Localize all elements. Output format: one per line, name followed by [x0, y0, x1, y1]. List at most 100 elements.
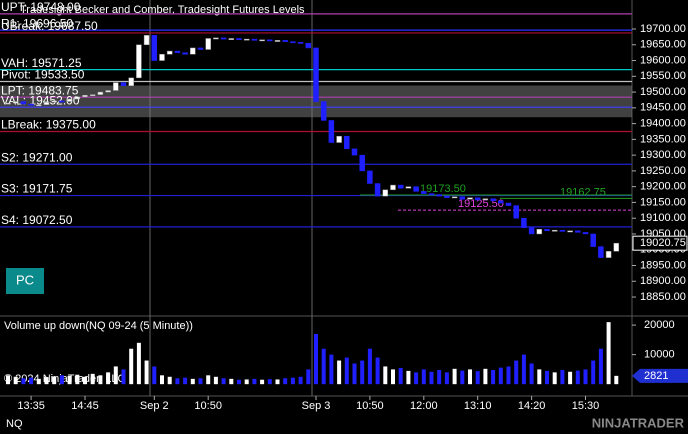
- volume-bar: [552, 372, 557, 385]
- candle: [82, 94, 88, 98]
- volume-bar: [44, 377, 49, 385]
- candle: [151, 35, 158, 61]
- chart-title: Tradesight Becker and Comber, Tradesight…: [20, 4, 305, 16]
- candle: [444, 195, 450, 198]
- candle: [590, 233, 596, 247]
- candle: [513, 205, 519, 219]
- volume-bar: [306, 369, 311, 385]
- y-tick-label: 18850.00: [640, 291, 686, 303]
- candle: [328, 120, 335, 143]
- candle: [459, 196, 466, 200]
- volume-bar: [444, 372, 449, 385]
- y-tick-label: 19200.00: [640, 181, 686, 193]
- candle: [20, 101, 27, 105]
- candle: [274, 40, 281, 42]
- candle: [505, 202, 512, 206]
- y-tick-label: 19450.00: [640, 102, 686, 114]
- candle: [205, 38, 211, 50]
- candle: [36, 104, 42, 107]
- y-tick-label: 19400.00: [640, 118, 686, 130]
- y-tick-label: 19550.00: [640, 70, 686, 82]
- candle: [113, 82, 119, 91]
- x-tick-label: 10:50: [194, 400, 222, 412]
- candle: [159, 53, 165, 61]
- candle: [105, 90, 111, 93]
- candle: [190, 47, 196, 55]
- volume-bar: [198, 378, 203, 385]
- brand: NINJATRADER: [592, 415, 685, 430]
- y-tick-label: 19150.00: [640, 196, 686, 208]
- volume-bar: [475, 371, 480, 385]
- volume-bar: [583, 369, 588, 385]
- level-label: LPT: 19483.75: [1, 83, 79, 97]
- candle: [74, 96, 81, 100]
- volume-bar: [59, 375, 64, 385]
- volume-bar: [598, 348, 603, 385]
- candle: [97, 91, 104, 95]
- volume-bar: [213, 376, 218, 385]
- y-tick-label: 19250.00: [640, 165, 686, 177]
- volume-bar: [21, 378, 26, 385]
- candle: [421, 191, 427, 194]
- candle: [528, 227, 535, 235]
- candle: [66, 98, 73, 102]
- candle: [89, 94, 96, 97]
- candle: [251, 38, 258, 41]
- y-tick-label: 19100.00: [640, 212, 686, 224]
- candle: [613, 242, 620, 252]
- volume-bar: [29, 377, 34, 385]
- volume-bar: [252, 378, 257, 385]
- candle: [397, 184, 404, 189]
- y-tick-label: 19650.00: [640, 39, 686, 51]
- volume-bar: [113, 366, 118, 385]
- candle: [43, 101, 50, 105]
- volume-bar: [429, 371, 434, 385]
- candle: [405, 186, 412, 189]
- volume-bar: [398, 367, 403, 385]
- pc-button-label[interactable]: PC: [16, 272, 34, 287]
- candle: [120, 82, 127, 87]
- volume-bar: [506, 366, 511, 385]
- candle: [490, 198, 496, 202]
- candle: [243, 38, 250, 41]
- candle: [305, 42, 312, 49]
- candle: [598, 246, 604, 258]
- candle: [5, 102, 11, 105]
- y-tick-label: 19300.00: [640, 149, 686, 161]
- candle: [320, 101, 327, 121]
- volume-bar: [221, 378, 226, 385]
- last-volume-badge: [632, 368, 688, 383]
- candle: [474, 197, 481, 201]
- candle: [567, 230, 573, 233]
- x-tick-label: 13:10: [464, 400, 492, 412]
- candle: [313, 47, 319, 102]
- candle: [367, 170, 373, 184]
- volume-bar: [98, 375, 103, 385]
- volume-bar: [491, 370, 496, 385]
- candle: [521, 217, 527, 228]
- instrument: NQ: [6, 418, 23, 430]
- candle: [344, 135, 350, 150]
- volume-bar: [244, 379, 249, 385]
- volume-bar: [260, 379, 265, 385]
- level-label: LBreak: 19375.00: [1, 118, 96, 132]
- candle: [382, 189, 389, 197]
- volume-bar: [375, 357, 380, 385]
- candle: [605, 251, 612, 258]
- candle: [413, 186, 419, 192]
- volume-bar: [144, 360, 149, 385]
- level-label: VAH: 19571.25: [1, 56, 82, 70]
- pc-button[interactable]: [6, 268, 44, 294]
- volume-bar: [83, 376, 87, 385]
- volume-bar: [344, 357, 349, 385]
- volume-bar: [421, 369, 426, 385]
- candle: [182, 52, 188, 55]
- level-label: S2: 19271.00: [1, 150, 73, 164]
- candle: [498, 200, 504, 204]
- volume-bar: [414, 372, 419, 385]
- candle: [297, 42, 304, 44]
- candle: [143, 35, 150, 46]
- last-price-badge: [632, 235, 688, 251]
